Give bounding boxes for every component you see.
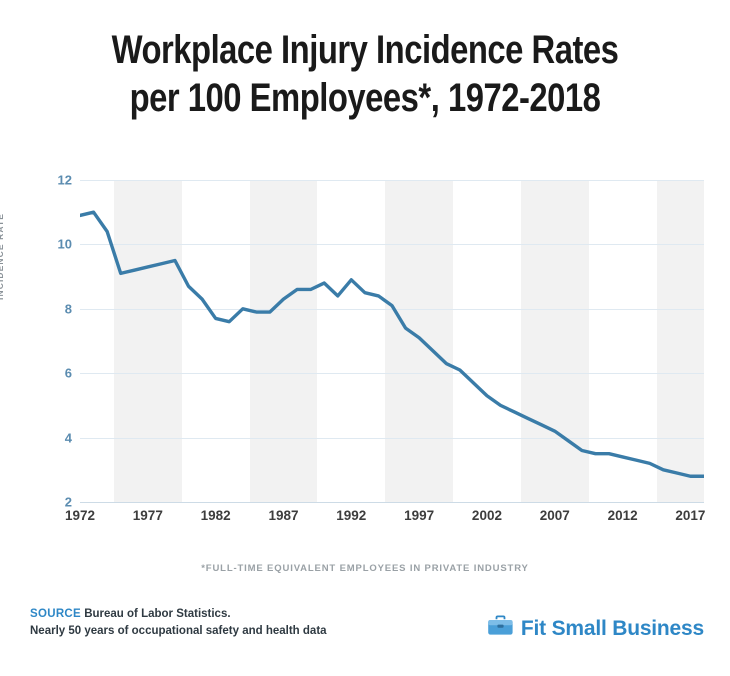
y-axis-tick-label: 10 [57,236,72,252]
page-title: Workplace Injury Incidence Rates per 100… [0,26,730,122]
chart-footnote: *FULL-TIME EQUIVALENT EMPLOYEES IN PRIVA… [201,563,529,574]
gridline [80,437,704,439]
background-band [385,180,454,502]
x-axis-tick-label: 2012 [607,508,638,523]
gridlines [80,180,704,503]
title-line-1: Workplace Injury Incidence Rates [111,28,619,72]
x-axis-labels: 1972 1977 1982 1987 1992 1997 2002 2007 2012 2017 [65,508,706,528]
x-axis-tick-label: 1997 [404,508,435,523]
y-axis-tick-label: 4 [64,430,72,446]
source-credit: SOURCE Bureau of Labor Statistics. Nearl… [30,606,327,640]
x-axis-tick-label: 1982 [200,508,231,523]
brand-name: Fit Small Business [520,616,704,640]
source-label: SOURCE [30,608,82,620]
x-axis-tick-label: 2007 [539,508,570,523]
y-axis-labels: 2 4 6 8 10 12 [46,173,72,510]
gridline [80,373,704,375]
gridline [80,502,704,503]
y-axis-tick-label: 8 [64,301,72,317]
y-axis-tick-label: 2 [64,494,72,510]
x-axis-tick-label: 1987 [268,508,299,523]
title-line-2: per 100 Employees*, 1972-2018 [129,76,601,120]
x-axis-tick-label: 2002 [471,508,502,523]
x-axis-tick-label: 1992 [336,508,367,523]
x-axis-tick-label: 1977 [132,508,163,523]
footer: SOURCE Bureau of Labor Statistics. Nearl… [0,606,730,666]
source-value: Bureau of Labor Statistics. [81,608,231,620]
gridline [80,244,704,246]
x-axis-tick-label: 1972 [64,508,96,523]
briefcase-icon [487,615,514,642]
background-band [249,180,318,502]
y-axis-tick-label: 6 [64,365,72,381]
gridline [80,180,704,181]
gridline [80,308,704,310]
background-bands [80,180,704,502]
background-band [656,180,704,502]
brand-logo[interactable]: Fit Small Business [487,615,704,642]
x-axis-tick-label: 2017 [675,508,706,523]
y-axis-title: INCIDENCE RATE [0,212,5,300]
background-band [113,180,182,502]
line-series-incidence-rate [80,210,704,478]
y-axis-tick-label: 12 [57,172,72,188]
source-subtitle: Nearly 50 years of occupational safety a… [30,625,327,637]
chart-plot-area [80,180,704,503]
